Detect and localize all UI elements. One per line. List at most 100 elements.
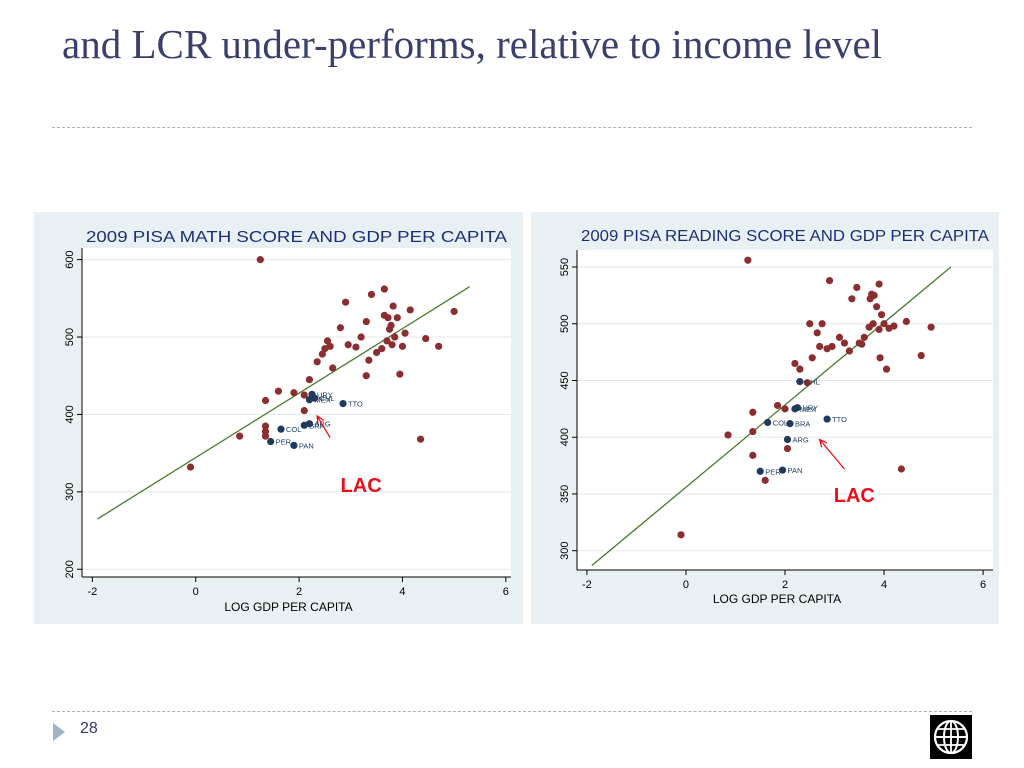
data-point	[362, 372, 370, 380]
lac-data-point	[783, 435, 792, 444]
data-point	[342, 298, 350, 306]
lac-data-point	[310, 394, 319, 402]
data-point	[378, 345, 386, 353]
data-point	[406, 306, 414, 314]
data-point	[450, 307, 458, 316]
data-point	[813, 329, 821, 337]
x-tick-label: 6	[980, 579, 986, 591]
x-tick-label: 4	[399, 586, 405, 598]
lac-data-point	[300, 421, 308, 429]
data-point	[393, 314, 401, 322]
data-point	[398, 342, 407, 350]
data-point	[186, 463, 195, 471]
data-point	[362, 317, 370, 326]
lac-point-label: BRA	[795, 420, 810, 429]
lac-data-point	[339, 399, 347, 408]
data-point	[853, 283, 861, 292]
fit-line	[591, 266, 952, 566]
x-tick-label: 0	[683, 579, 689, 591]
data-point	[357, 333, 365, 341]
data-point	[300, 406, 308, 415]
data-point	[880, 320, 888, 328]
lac-data-point	[786, 420, 794, 428]
data-point	[870, 291, 878, 299]
lac-arrow	[819, 439, 845, 470]
lac-arrow-head	[818, 438, 828, 448]
data-point	[435, 342, 443, 350]
data-point	[875, 325, 883, 334]
reading-score-chart: 300 350 400 450 500 550 -2 0 2 4 6 2009 PISA READIN…	[559, 228, 993, 606]
x-tick-label: -2	[87, 586, 97, 598]
lac-point-label: COL	[773, 418, 788, 427]
fit-line	[97, 286, 470, 520]
x-axis-label: LOG GDP PER CAPITA	[713, 592, 841, 606]
lac-point-label: PAN	[299, 441, 314, 450]
data-point	[384, 314, 392, 322]
world-bank-globe-icon	[930, 715, 972, 759]
lac-point-label: TTO	[832, 415, 847, 424]
data-point	[825, 277, 834, 285]
lac-point-label: URY	[317, 390, 333, 399]
lac-data-point	[778, 466, 787, 474]
data-point	[882, 365, 891, 373]
data-point	[773, 401, 782, 410]
data-point	[749, 408, 757, 416]
data-point	[401, 329, 409, 337]
footer-divider	[52, 711, 972, 712]
data-point	[835, 333, 844, 341]
lac-point-label: CHL	[320, 394, 335, 403]
slide-title: and LCR under-performs, relative to inco…	[62, 21, 883, 67]
y-tick-label: 300	[64, 483, 76, 501]
y-tick-label: 400	[64, 405, 76, 423]
data-point	[367, 290, 376, 299]
data-point	[352, 343, 360, 351]
lac-data-point	[277, 425, 285, 433]
y-tick-label: 200	[64, 560, 76, 578]
data-point	[389, 302, 397, 310]
data-point	[724, 431, 732, 439]
data-point	[858, 340, 866, 348]
data-point	[344, 341, 352, 349]
data-point	[300, 391, 308, 399]
play-arrow-icon[interactable]	[52, 722, 66, 747]
data-point	[373, 348, 381, 357]
title-divider	[52, 127, 972, 128]
data-point	[845, 347, 853, 355]
data-point	[261, 422, 270, 430]
lac-arrow-head	[316, 414, 325, 425]
data-point	[387, 321, 395, 330]
y-tick-label: 350	[559, 485, 571, 503]
math-score-chart: 200 300 400 500 600 -2 0 2 4 6 2009 PISA MATH SCOR…	[64, 229, 511, 614]
data-point	[873, 303, 881, 311]
data-point	[806, 320, 814, 328]
data-point	[261, 432, 270, 440]
x-tick-label: 0	[193, 586, 199, 598]
data-point	[848, 295, 856, 303]
data-point	[323, 337, 332, 345]
data-point	[860, 333, 868, 341]
x-tick-label: 2	[296, 586, 302, 598]
lac-point-label: PER	[276, 438, 292, 447]
data-point	[416, 435, 425, 443]
data-point	[396, 370, 404, 378]
lac-data-point	[290, 441, 298, 449]
data-point	[329, 364, 337, 372]
data-point	[388, 341, 396, 349]
y-tick-label: 450	[559, 371, 571, 389]
lac-annotation-label: LAC	[834, 485, 875, 507]
data-point	[761, 476, 769, 484]
lac-data-point	[823, 415, 831, 423]
data-point	[365, 356, 373, 364]
lac-data-point	[764, 418, 772, 427]
reading-score-chart-panel: 300 350 400 450 500 550 -2 0 2 4 6 2009 PISA READIN…	[531, 212, 999, 624]
lac-point-label: BRA	[309, 421, 324, 430]
lac-point-label: PER	[765, 467, 781, 476]
data-point	[808, 354, 816, 362]
data-point	[261, 396, 270, 405]
data-point	[818, 320, 826, 328]
data-point	[305, 376, 314, 384]
lac-data-point	[756, 467, 764, 475]
slide-number: 28	[80, 720, 98, 737]
data-point	[422, 334, 430, 343]
data-point	[875, 280, 883, 288]
